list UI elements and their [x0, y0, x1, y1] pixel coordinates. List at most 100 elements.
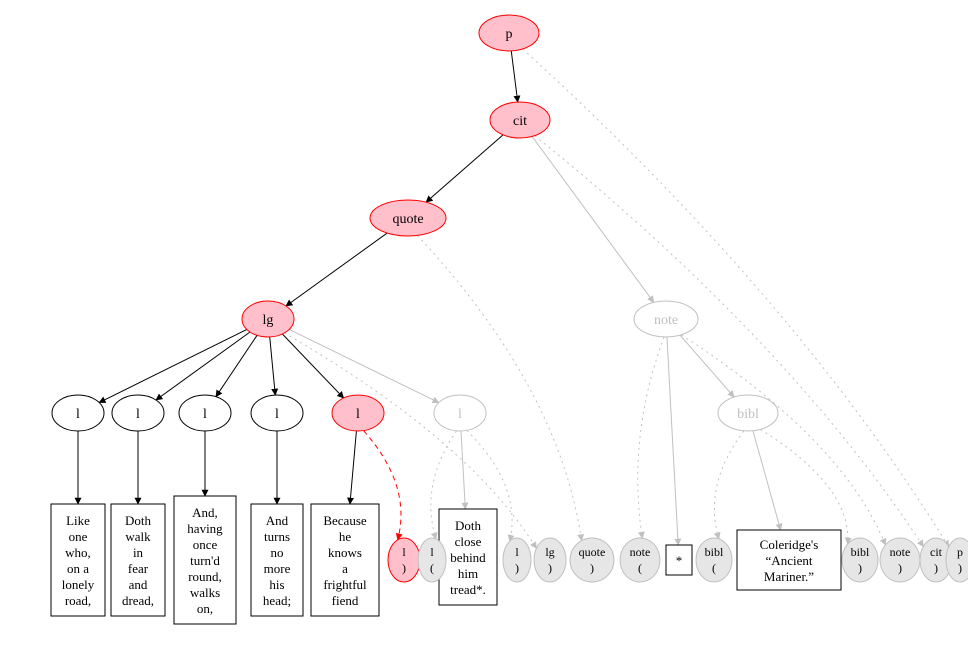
node-label: lg	[545, 545, 554, 559]
edge	[535, 136, 924, 547]
edge	[532, 136, 654, 302]
edge	[289, 329, 439, 402]
svg-text:): )	[858, 561, 862, 575]
leaf-text: more	[264, 561, 291, 576]
leaf-text: turns	[264, 529, 290, 544]
node-lg: lg	[242, 301, 294, 337]
leaf-text: and	[129, 577, 148, 592]
edge	[216, 335, 257, 396]
leaf-text: one	[69, 529, 88, 544]
leaf-text: road,	[65, 593, 91, 608]
svg-text:): )	[548, 561, 552, 575]
edge	[426, 135, 503, 202]
node-c_lg_close: lg)	[534, 538, 566, 582]
node-label: l	[203, 407, 207, 422]
node-c_quote_close: quote)	[570, 538, 614, 582]
node-c_l_open: l(	[418, 538, 446, 582]
leaf-text: head;	[263, 593, 291, 608]
leaf-text: dread,	[122, 593, 154, 608]
node-label: l	[356, 407, 360, 422]
edge	[270, 337, 276, 395]
node-label: lg	[263, 313, 274, 328]
node-l3: l	[179, 395, 231, 431]
leaf-text: on,	[197, 601, 213, 616]
node-label: l	[76, 407, 80, 422]
leaf-text: him	[458, 566, 478, 581]
node-t1: Likeonewho,on alonelyroad,	[51, 504, 105, 616]
node-label: l	[136, 407, 140, 422]
leaf-text: having	[187, 521, 223, 536]
leaf-text: walk	[125, 529, 151, 544]
node-label: quote	[392, 212, 423, 227]
leaf-text: no	[271, 545, 284, 560]
node-label: bibl	[851, 545, 870, 559]
node-quote: quote	[370, 200, 446, 236]
node-l5: l	[332, 395, 384, 431]
node-l1: l	[52, 395, 104, 431]
leaf-text: behind	[450, 550, 486, 565]
svg-text:): )	[958, 561, 962, 575]
leaf-text: a	[342, 561, 348, 576]
node-c_note_open: note (	[620, 538, 660, 582]
node-label: p	[506, 27, 513, 42]
node-label: bibl	[705, 545, 724, 559]
leaf-text: his	[269, 577, 284, 592]
leaf-text: Like	[66, 513, 90, 528]
leaf-text: And	[266, 513, 289, 528]
node-c_l_close2: l)	[503, 538, 531, 582]
node-c_note_close: note)	[880, 538, 920, 582]
node-label: quote	[579, 545, 606, 559]
leaf-text: close	[455, 534, 482, 549]
leaf-text: fear	[128, 561, 149, 576]
node-p: p	[479, 15, 539, 51]
leaf-text: he	[339, 529, 352, 544]
leaf-text: turn'd	[190, 553, 220, 568]
nodes: p cit quote lg note bibl l l l l l l Likeonewho,on a…	[51, 15, 968, 624]
edge	[286, 233, 387, 306]
leaf-text: fiend	[332, 593, 359, 608]
edge	[99, 329, 247, 402]
node-label: note	[630, 545, 651, 559]
leaf-text: Coleridge's	[760, 537, 819, 552]
node-c_bibl_close: bibl)	[842, 538, 878, 582]
edge	[511, 51, 517, 102]
edge	[760, 429, 847, 544]
leaf-text: on a	[67, 561, 89, 576]
leaf-text: Because	[323, 513, 367, 528]
svg-text:(: (	[638, 561, 642, 575]
svg-text:): )	[402, 561, 406, 575]
leaf-text: in	[133, 545, 144, 560]
node-label: l	[458, 407, 462, 422]
node-label: cit	[930, 545, 943, 559]
svg-text:(: (	[712, 561, 716, 575]
edge	[417, 235, 581, 540]
leaf-text: Doth	[125, 513, 152, 528]
svg-text:): )	[515, 561, 519, 575]
edge	[681, 335, 885, 545]
edge	[753, 431, 781, 530]
node-t6: Dothclosebehindhimtread*.	[439, 509, 497, 605]
edge	[350, 431, 356, 504]
tree-diagram: p cit quote lg note bibl l l l l l l Likeonewho,on a…	[0, 0, 968, 653]
edge	[680, 335, 734, 397]
edge	[282, 334, 343, 398]
node-t2: Dothwalkinfearanddread,	[111, 504, 165, 616]
node-l2: l	[112, 395, 164, 431]
node-label: note	[654, 313, 678, 328]
svg-text:): )	[934, 561, 938, 575]
node-label: cit	[513, 114, 527, 129]
node-cit: cit	[490, 102, 550, 138]
node-label: l	[275, 407, 279, 422]
node-label: note	[890, 545, 911, 559]
edge	[523, 49, 949, 547]
node-t4: Andturnsnomorehishead;	[251, 504, 303, 616]
node-label: p	[957, 545, 963, 559]
node-c_l_close: l)	[388, 538, 420, 582]
node-t5: Becauseheknowsafrightfulfiend	[311, 504, 379, 616]
node-tcoler: Coleridge's“AncientMariner.”	[737, 530, 841, 590]
leaf-text: And,	[192, 505, 218, 520]
edge	[638, 337, 664, 538]
leaf-text: Doth	[455, 518, 482, 533]
svg-text:(: (	[430, 561, 434, 575]
leaf-text: Mariner.”	[764, 569, 814, 584]
